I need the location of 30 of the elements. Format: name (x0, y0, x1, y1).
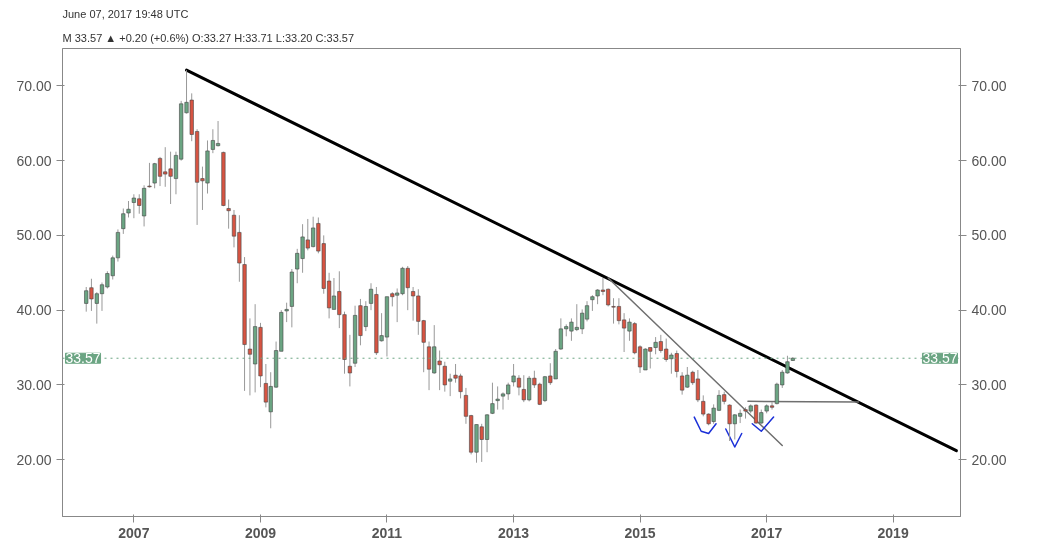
x-tick-label: 2017 (751, 524, 783, 541)
candlestick (121, 207, 126, 235)
x-tick-label: 2015 (624, 524, 656, 541)
candlestick (147, 162, 152, 189)
x-tick-label: 2019 (877, 524, 909, 541)
x-tick-label: 2013 (498, 524, 530, 541)
y-tick-label: 20.00 (16, 451, 52, 468)
candlestick (284, 302, 289, 323)
text: 33.57 (922, 350, 958, 367)
text: 60.00 (971, 152, 1007, 169)
candlestick (490, 382, 495, 415)
chart-title: June 07, 2017 19:48 UTC (62, 7, 189, 20)
y-tick-label: 30.00 (16, 376, 52, 393)
y-tick-label: 60.00 (16, 152, 52, 169)
candlestick (226, 199, 231, 230)
candlestick (495, 385, 500, 411)
candlestick (347, 334, 352, 387)
ref-line-label: 33.57 (65, 350, 101, 367)
y-tick-label: 70.00 (16, 77, 52, 94)
text: 70.00 (971, 77, 1007, 94)
y-tick-label: 40.00 (16, 302, 52, 319)
chart-subtitle: M 33.57 ▲ +0.20 (+0.6%) O:33.27 H:33.71 L:33.20 C:33.57 (62, 31, 355, 44)
x-tick-label: 2009 (244, 524, 277, 541)
x-tick-label: 2011 (371, 524, 403, 541)
text: 50.00 (971, 227, 1007, 244)
text: 20.00 (971, 451, 1007, 468)
x-tick-label: 2007 (118, 524, 150, 541)
text: 30.00 (971, 376, 1007, 393)
text: 40.00 (971, 302, 1007, 319)
y-tick-label: 50.00 (16, 227, 52, 244)
